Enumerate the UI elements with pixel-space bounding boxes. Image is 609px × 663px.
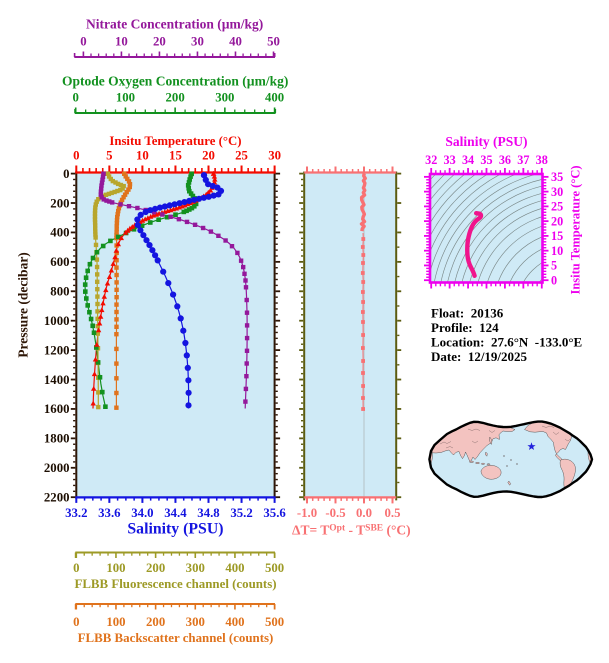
svg-text:33.2: 33.2 [65, 506, 87, 520]
svg-text:38: 38 [536, 153, 548, 167]
svg-text:35: 35 [551, 170, 563, 184]
svg-text:1000: 1000 [44, 314, 70, 328]
svg-text:35: 35 [480, 153, 492, 167]
svg-text:32: 32 [425, 153, 437, 167]
svg-text:0: 0 [73, 149, 79, 163]
svg-text:Salinity (PSU): Salinity (PSU) [127, 521, 223, 538]
svg-text:Float: 20136: Float: 20136 [431, 306, 504, 321]
svg-text:10: 10 [115, 35, 128, 49]
svg-text:20: 20 [202, 149, 215, 163]
svg-text:1400: 1400 [44, 373, 70, 387]
svg-text:15: 15 [551, 229, 563, 243]
svg-text:10: 10 [136, 149, 149, 163]
svg-text:2000: 2000 [44, 461, 70, 475]
svg-text:400: 400 [265, 91, 284, 105]
svg-text:1800: 1800 [44, 432, 70, 446]
svg-text:200: 200 [166, 91, 185, 105]
svg-text:400: 400 [50, 226, 69, 240]
svg-text:25: 25 [551, 200, 563, 214]
svg-text:34.4: 34.4 [164, 506, 187, 520]
svg-text:800: 800 [50, 285, 69, 299]
svg-text:-1.0: -1.0 [297, 506, 317, 520]
svg-text:5: 5 [551, 259, 557, 273]
svg-text:5: 5 [106, 149, 112, 163]
svg-text:34.8: 34.8 [197, 506, 219, 520]
svg-text:400: 400 [225, 615, 244, 629]
svg-text:600: 600 [50, 255, 69, 269]
svg-text:Profile: 124: Profile: 124 [431, 320, 499, 335]
svg-text:Insitu Temperature (°C): Insitu Temperature (°C) [569, 165, 583, 294]
svg-text:2200: 2200 [44, 491, 70, 505]
svg-text:1200: 1200 [44, 343, 70, 357]
svg-text:0: 0 [73, 561, 79, 575]
svg-text:Pressure (decibar): Pressure (decibar) [16, 252, 31, 358]
svg-text:0: 0 [72, 91, 78, 105]
svg-text:0: 0 [73, 615, 79, 629]
svg-text:40: 40 [229, 35, 242, 49]
svg-text:Optode Oxygen Concentration (µ: Optode Oxygen Concentration (µm/kg) [62, 74, 288, 89]
svg-text:35.2: 35.2 [230, 506, 252, 520]
svg-text:34.0: 34.0 [131, 506, 153, 520]
svg-text:30: 30 [191, 35, 204, 49]
svg-text:500: 500 [265, 561, 284, 575]
svg-text:200: 200 [146, 561, 165, 575]
svg-text:1600: 1600 [44, 402, 70, 416]
svg-text:30: 30 [268, 149, 281, 163]
svg-text:20: 20 [551, 214, 563, 228]
svg-text:100: 100 [106, 615, 125, 629]
svg-text:33: 33 [444, 153, 456, 167]
svg-text:ΔT= TOpt - TSBE (°C): ΔT= TOpt - TSBE (°C) [292, 523, 411, 538]
svg-text:Location: 27.6°N -133.0°E: Location: 27.6°N -133.0°E [431, 335, 582, 350]
svg-text:20: 20 [153, 35, 166, 49]
svg-text:37: 37 [517, 153, 529, 167]
svg-text:50: 50 [267, 35, 280, 49]
svg-text:FLBB Fluorescence channel (cou: FLBB Fluorescence channel (counts) [74, 577, 276, 591]
svg-text:0.5: 0.5 [385, 506, 401, 520]
svg-text:300: 300 [186, 615, 205, 629]
svg-text:0: 0 [80, 35, 86, 49]
svg-text:30: 30 [551, 185, 563, 199]
svg-text:-0.5: -0.5 [325, 506, 345, 520]
svg-text:0: 0 [63, 167, 69, 181]
svg-text:FLBB Backscatter channel (coun: FLBB Backscatter channel (counts) [78, 631, 274, 645]
svg-text:Salinity (PSU): Salinity (PSU) [445, 134, 527, 149]
svg-text:36: 36 [499, 153, 511, 167]
svg-text:200: 200 [146, 615, 165, 629]
svg-text:100: 100 [106, 561, 125, 575]
svg-text:Date: 12/19/2025: Date: 12/19/2025 [431, 349, 528, 364]
svg-text:33.6: 33.6 [98, 506, 121, 520]
svg-text:0: 0 [551, 273, 557, 287]
svg-text:25: 25 [235, 149, 248, 163]
svg-text:Nitrate Concentration (µm/kg): Nitrate Concentration (µm/kg) [86, 17, 263, 32]
svg-text:0.0: 0.0 [356, 506, 372, 520]
svg-text:35.6: 35.6 [263, 506, 286, 520]
svg-text:10: 10 [551, 244, 563, 258]
svg-text:400: 400 [225, 561, 244, 575]
svg-text:200: 200 [50, 196, 69, 210]
svg-text:34: 34 [462, 153, 474, 167]
svg-text:500: 500 [265, 615, 284, 629]
svg-text:100: 100 [116, 91, 135, 105]
svg-text:300: 300 [186, 561, 205, 575]
svg-text:15: 15 [169, 149, 182, 163]
svg-text:Insitu Temperature (°C): Insitu Temperature (°C) [109, 134, 241, 148]
svg-text:300: 300 [215, 91, 234, 105]
